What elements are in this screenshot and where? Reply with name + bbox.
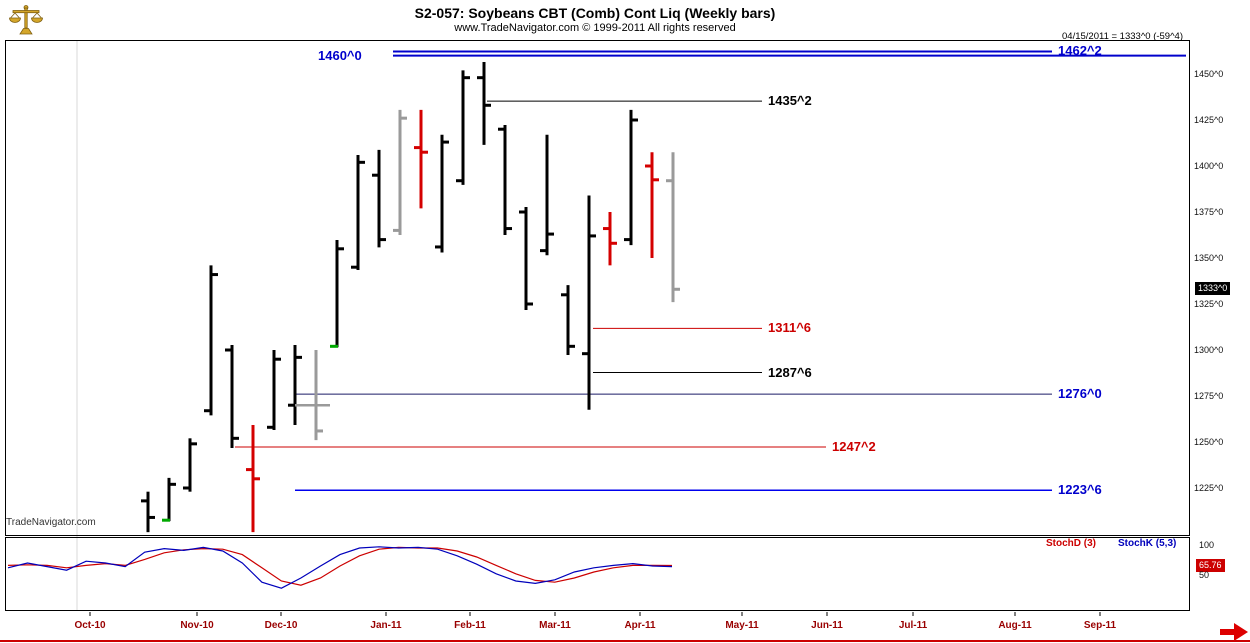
month-label: Feb-11	[454, 620, 486, 631]
price-tick-label: 1425^0	[1194, 115, 1224, 125]
ohlc-bar	[603, 212, 617, 266]
price-level-label: 1462^2	[1058, 43, 1102, 59]
price-pane-border	[5, 40, 1190, 536]
price-level-label: 1223^6	[1058, 482, 1102, 498]
ohlc-bar	[561, 285, 575, 356]
copyright-line: www.TradeNavigator.com © 1999-2011 All r…	[454, 22, 736, 34]
price-level-label: 1287^6	[768, 364, 812, 380]
ohlc-bar	[582, 195, 596, 410]
ohlc-bar	[666, 152, 680, 303]
price-tick-label: 1375^0	[1194, 207, 1224, 217]
price-tick-label: 1450^0	[1194, 69, 1224, 79]
ohlc-bar	[351, 154, 365, 270]
trade-navigator-logo-icon	[8, 4, 44, 36]
ohlc-bar	[162, 477, 176, 522]
stoch-axis-label: 100	[1199, 540, 1215, 550]
price-tick-label: 1350^0	[1194, 253, 1224, 263]
ohlc-bar	[645, 152, 659, 258]
month-label: Jul-11	[898, 620, 928, 631]
price-level-label: 1435^2	[768, 93, 812, 109]
scroll-right-arrow-button[interactable]	[1220, 623, 1248, 641]
ohlc-bar	[246, 424, 260, 533]
ohlc-bar	[624, 109, 638, 246]
ohlc-bar	[540, 134, 554, 256]
stochk-legend: StochK (5,3)	[1118, 538, 1177, 549]
ohlc-bar	[498, 125, 512, 235]
ohlc-bar	[372, 149, 386, 248]
stochd-legend: StochD (3)	[1046, 538, 1096, 549]
current-price-badge: 1333^0	[1195, 282, 1231, 295]
month-label: Nov-10	[180, 620, 214, 631]
month-label: Jan-11	[370, 620, 402, 631]
ohlc-bar	[414, 109, 428, 209]
ohlc-bar	[141, 491, 155, 533]
price-tick-label: 1225^0	[1194, 483, 1224, 493]
price-tick-label: 1400^0	[1194, 161, 1224, 171]
ohlc-bar	[477, 62, 491, 145]
right-arrow-icon	[1220, 623, 1248, 641]
chart-title: S2-057: Soybeans CBT (Comb) Cont Liq (We…	[414, 5, 776, 21]
bottom-scroll-line	[0, 640, 1250, 642]
ohlc-bar	[456, 70, 470, 185]
month-label: May-11	[725, 620, 759, 631]
stoch-value-badge: 65.76	[1196, 559, 1225, 572]
stoch-pane-border	[5, 537, 1190, 611]
price-tick-label: 1275^0	[1194, 391, 1224, 401]
month-label: Apr-11	[624, 620, 656, 631]
ohlc-bar	[295, 350, 330, 441]
month-label: Mar-11	[539, 620, 571, 631]
price-level-label: 1247^2	[832, 439, 876, 455]
stochd-line	[7, 546, 673, 586]
month-label: Sep-11	[1083, 620, 1117, 631]
ohlc-bar	[435, 134, 449, 253]
ohlc-bar	[267, 350, 281, 431]
stoch-axis-label: 50	[1199, 570, 1210, 580]
ohlc-bar	[519, 206, 533, 310]
price-level-label: 1460^0	[318, 47, 362, 63]
price-level-label: 1311^6	[768, 320, 812, 336]
ohlc-bar	[204, 265, 218, 416]
price-tick-label: 1325^0	[1194, 299, 1224, 309]
ohlc-bar	[330, 240, 344, 348]
price-tick-label: 1250^0	[1194, 437, 1224, 447]
month-label: Dec-10	[264, 620, 298, 631]
ohlc-bar	[288, 344, 302, 425]
price-tick-label: 1300^0	[1194, 345, 1224, 355]
ohlc-bar	[183, 438, 197, 492]
month-label: Oct-10	[74, 620, 106, 631]
watermark: TradeNavigator.com	[6, 517, 96, 528]
date-price-readout: 04/15/2011 = 1333^0 (-59^4)	[1062, 31, 1183, 42]
stochk-line	[7, 546, 673, 589]
month-label: Jun-11	[811, 620, 843, 631]
ohlc-bar	[393, 109, 407, 235]
ohlc-bar	[225, 344, 239, 448]
price-level-label: 1276^0	[1058, 386, 1102, 402]
month-label: Aug-11	[998, 620, 1032, 631]
